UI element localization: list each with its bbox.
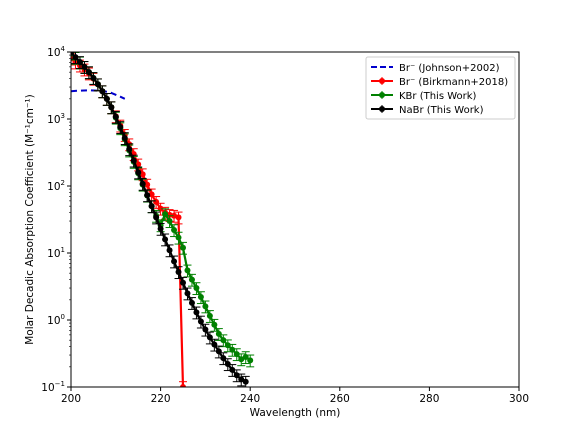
data-point xyxy=(166,247,173,254)
legend-label: Br⁻ (Birkmann+2018) xyxy=(399,77,508,88)
data-point xyxy=(76,58,83,65)
data-point xyxy=(139,171,146,178)
data-point xyxy=(224,342,231,349)
x-tick-label: 220 xyxy=(151,393,171,405)
data-point xyxy=(233,351,240,358)
data-point xyxy=(224,361,231,368)
data-point xyxy=(238,356,245,363)
data-point xyxy=(144,192,151,199)
data-point xyxy=(202,326,209,333)
data-point xyxy=(193,309,200,316)
data-point xyxy=(81,63,88,70)
data-point xyxy=(233,372,240,379)
x-axis-label: Wavelength (nm) xyxy=(250,407,341,419)
data-point xyxy=(144,181,151,188)
data-point xyxy=(238,376,245,383)
y-tick-label: 103 xyxy=(47,112,65,126)
data-point xyxy=(188,299,195,306)
x-tick-label: 300 xyxy=(509,393,529,405)
data-point xyxy=(180,244,186,251)
legend-marker xyxy=(379,92,385,98)
data-point xyxy=(103,95,110,102)
y-tick-label: 104 xyxy=(47,45,65,59)
legend-label: Br⁻ (Johnson+2002) xyxy=(399,63,500,74)
data-point xyxy=(162,236,169,243)
data-point xyxy=(220,337,227,344)
data-point xyxy=(229,346,236,353)
data-point xyxy=(197,318,204,325)
plot-frame xyxy=(70,51,520,388)
data-point xyxy=(229,366,236,373)
data-point xyxy=(157,225,164,232)
data-point xyxy=(148,203,155,210)
legend: Br⁻ (Johnson+2002) Br⁻ (Birkmann+2018) KBr… xyxy=(365,56,516,120)
data-point xyxy=(85,69,92,76)
data-point xyxy=(202,303,209,310)
x-tick-label: 280 xyxy=(419,393,439,405)
x-tick-label: 240 xyxy=(240,393,260,405)
y-tick-label: 101 xyxy=(47,246,65,260)
data-point xyxy=(175,269,182,276)
series-Br⁻ (Johnson+2002) xyxy=(71,89,126,100)
data-point xyxy=(153,214,160,221)
data-point xyxy=(215,330,222,337)
data-point xyxy=(211,341,218,348)
data-point xyxy=(135,169,142,176)
data-point xyxy=(188,276,195,283)
data-point xyxy=(197,294,204,301)
data-point xyxy=(130,157,137,164)
data-point xyxy=(153,198,160,205)
data-point xyxy=(117,123,124,130)
y-tick-label: 10−1 xyxy=(41,380,65,394)
data-point xyxy=(180,384,186,387)
data-point xyxy=(180,279,186,286)
data-point xyxy=(242,378,249,385)
data-point xyxy=(126,146,133,153)
data-point xyxy=(193,285,200,292)
series-layer xyxy=(71,52,255,387)
data-point xyxy=(166,218,173,225)
data-point xyxy=(206,312,213,319)
x-tick-label: 200 xyxy=(61,393,81,405)
legend-marker xyxy=(379,78,385,84)
data-point xyxy=(121,135,128,142)
data-point xyxy=(139,180,146,187)
data-point xyxy=(171,258,178,265)
data-point xyxy=(247,357,254,364)
series-line xyxy=(71,89,126,100)
legend-label: KBr (This Work) xyxy=(399,91,477,102)
data-point xyxy=(162,211,169,218)
data-point xyxy=(215,348,222,355)
legend-label: NaBr (This Work) xyxy=(399,105,484,116)
data-point xyxy=(184,290,191,297)
data-point xyxy=(108,104,115,111)
data-point xyxy=(184,267,191,274)
data-point xyxy=(211,321,218,328)
legend-marker xyxy=(379,106,385,112)
data-point xyxy=(72,54,79,61)
x-tick-label: 260 xyxy=(330,393,350,405)
data-point xyxy=(71,52,74,56)
data-point xyxy=(166,211,173,218)
series-NaBr (This Work) xyxy=(71,52,250,387)
y-tick-label: 100 xyxy=(47,313,65,327)
legend-frame xyxy=(365,56,516,120)
data-point xyxy=(171,227,178,234)
y-tick-label: 102 xyxy=(47,179,65,193)
data-point xyxy=(112,113,119,120)
y-axis-label: Molar Decadic Absorption Coefficient (M⁻… xyxy=(24,94,36,345)
data-point xyxy=(175,214,182,221)
data-point xyxy=(99,88,106,95)
data-point xyxy=(242,354,249,361)
data-point xyxy=(175,234,182,241)
data-point xyxy=(220,355,227,362)
data-point xyxy=(90,74,97,81)
